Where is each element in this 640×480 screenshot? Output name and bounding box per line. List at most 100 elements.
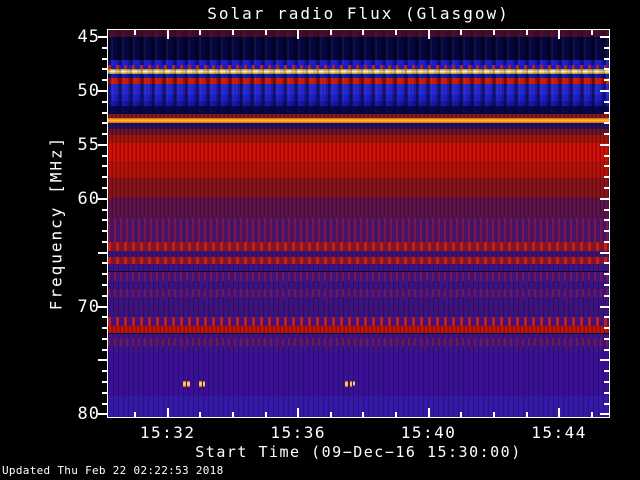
band-texture xyxy=(108,263,609,272)
y-axis-tick-right xyxy=(604,381,609,383)
x-axis-tick-top xyxy=(329,30,332,35)
x-axis-tick xyxy=(297,408,300,417)
y-axis-tick xyxy=(102,402,107,405)
band-texture xyxy=(108,256,609,264)
spectrogram-band xyxy=(108,280,609,289)
updated-timestamp: Updated Thu Feb 22 02:22:53 2018 xyxy=(2,464,224,477)
y-axis-tick-right xyxy=(604,133,609,135)
spectrogram-band xyxy=(108,65,609,69)
y-axis-tick xyxy=(98,89,107,92)
spectrogram-band xyxy=(108,129,609,136)
band-texture xyxy=(108,351,609,396)
x-axis-tick-top xyxy=(134,30,137,35)
x-axis-tick xyxy=(558,408,561,417)
band-texture xyxy=(108,280,609,289)
spectrogram-band xyxy=(108,241,609,251)
y-axis-tick xyxy=(102,283,107,286)
y-axis-tick xyxy=(102,240,107,243)
x-axis-tick xyxy=(264,412,267,417)
spectrogram-band xyxy=(108,161,609,179)
x-tick-label: 15:40 xyxy=(400,423,457,442)
band-texture xyxy=(108,396,609,417)
radio-burst-dot xyxy=(353,381,355,387)
spectrogram-band xyxy=(108,123,609,130)
y-axis-tick-right xyxy=(604,154,609,157)
y-axis-tick-right xyxy=(604,68,609,71)
y-axis-tick-right xyxy=(604,122,609,125)
band-texture xyxy=(108,129,609,136)
spectrogram-band xyxy=(108,263,609,272)
x-axis-tick xyxy=(395,412,397,417)
spectrogram-band xyxy=(108,135,609,144)
spectrogram-band xyxy=(108,101,609,107)
band-texture xyxy=(108,60,609,66)
spectrogram-band xyxy=(108,114,609,119)
y-axis-tick xyxy=(102,176,107,179)
y-axis-tick xyxy=(98,36,107,38)
x-axis-tick-top xyxy=(590,30,593,35)
y-axis-tick xyxy=(102,294,107,297)
band-texture xyxy=(108,333,609,338)
band-texture xyxy=(108,218,609,242)
band-texture xyxy=(108,143,609,161)
y-tick-label: 70 xyxy=(77,296,100,317)
band-texture xyxy=(108,241,609,251)
band-texture xyxy=(108,296,609,317)
spectrogram-band xyxy=(108,271,609,281)
band-texture xyxy=(108,101,609,107)
band-texture xyxy=(108,326,609,334)
x-axis-tick-top xyxy=(460,30,463,35)
radio-burst-dot xyxy=(202,381,206,387)
x-axis-tick xyxy=(329,412,332,417)
y-axis-tick-right xyxy=(604,57,609,60)
x-tick-label: 15:44 xyxy=(531,423,587,442)
spectrogram-band xyxy=(108,60,609,66)
x-axis-tick-top xyxy=(264,30,267,35)
spectrogram-band xyxy=(108,30,609,37)
band-texture xyxy=(108,30,609,37)
x-axis-tick xyxy=(590,412,593,417)
x-axis-tick xyxy=(460,412,463,417)
x-axis-tick-top xyxy=(395,30,397,35)
spectrogram-band xyxy=(108,36,609,61)
y-axis-tick-right xyxy=(604,316,609,319)
y-axis-tick xyxy=(102,122,107,125)
y-axis-tick-right xyxy=(604,294,609,297)
y-axis-tick xyxy=(102,186,107,189)
y-axis-tick-right xyxy=(600,413,609,416)
y-axis-tick xyxy=(102,46,107,49)
radio-burst-dot xyxy=(349,381,352,387)
y-axis-tick-right xyxy=(604,46,609,49)
y-axis-tick-right xyxy=(604,337,609,340)
y-axis-tick-right xyxy=(604,402,609,405)
y-axis-tick xyxy=(102,370,107,373)
y-axis-tick xyxy=(102,327,107,330)
band-texture xyxy=(108,178,609,199)
y-axis-tick-right xyxy=(604,273,609,276)
x-axis-tick-top xyxy=(558,30,561,39)
x-axis-tick xyxy=(231,412,234,417)
x-axis-tick xyxy=(427,408,430,417)
y-axis-tick xyxy=(102,230,107,232)
x-axis-tick-top xyxy=(362,30,365,35)
y-tick-label: 55 xyxy=(77,134,100,155)
y-axis-tick-right xyxy=(600,251,609,254)
spectrogram-band xyxy=(108,296,609,317)
y-axis-tick xyxy=(102,262,107,265)
x-axis-tick xyxy=(166,408,169,417)
y-axis-tick-right xyxy=(600,143,609,146)
x-tick-label: 15:32 xyxy=(139,423,196,442)
spectrogram-band xyxy=(108,84,609,96)
spectrogram-band xyxy=(108,106,609,115)
y-tick-label: 80 xyxy=(77,404,100,425)
y-axis-tick-right xyxy=(604,208,609,211)
spectrogram-band xyxy=(108,351,609,396)
band-texture xyxy=(108,161,609,179)
band-texture xyxy=(108,198,609,219)
radio-burst-dot xyxy=(182,381,187,388)
spectrogram-band xyxy=(108,333,609,338)
y-axis-tick-right xyxy=(604,348,609,351)
y-axis-tick-right xyxy=(604,391,609,394)
spectrogram-band xyxy=(108,143,609,161)
radio-burst-dot xyxy=(345,381,349,388)
